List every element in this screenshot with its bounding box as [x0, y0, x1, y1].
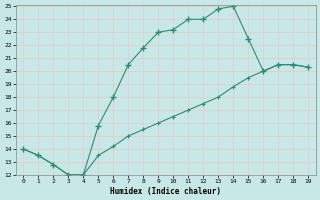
- X-axis label: Humidex (Indice chaleur): Humidex (Indice chaleur): [110, 187, 221, 196]
